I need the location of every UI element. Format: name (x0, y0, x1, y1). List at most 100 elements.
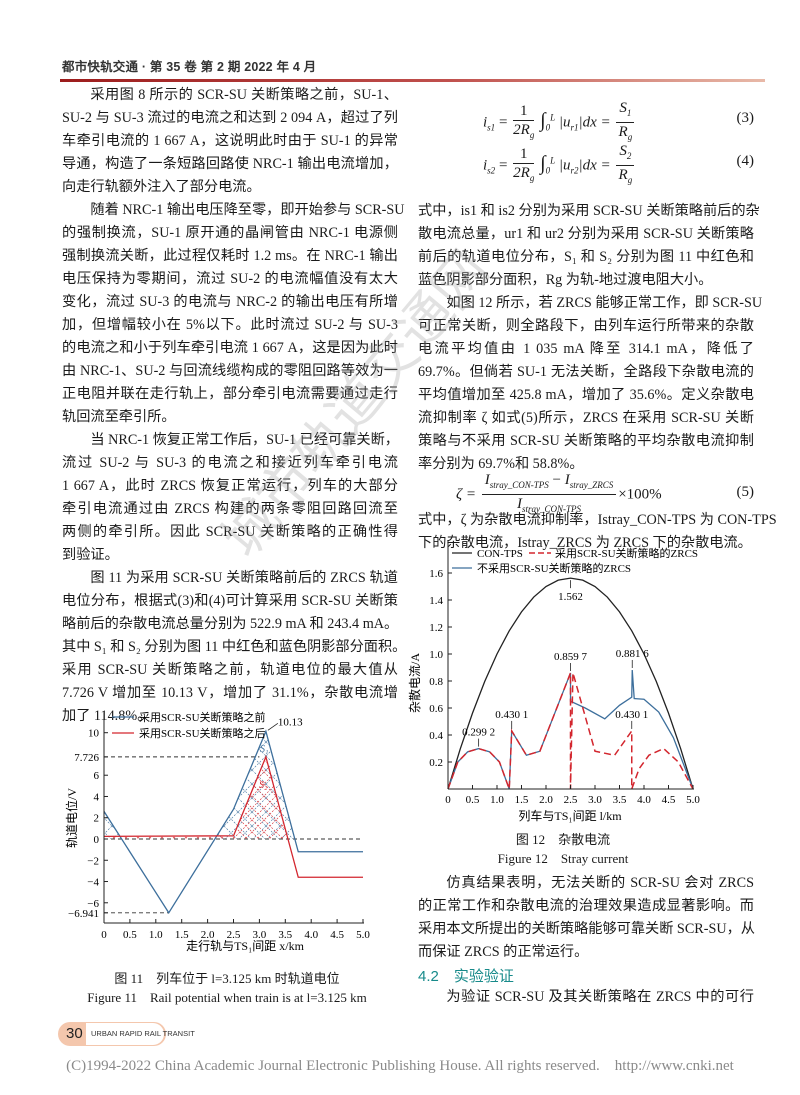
eq-term: I (564, 472, 570, 488)
text-line: 变化，流过 SU-3 的电流与 NRC-2 的输出电压有所增 (62, 294, 398, 310)
y-tick-label: 6 (94, 770, 100, 782)
eq-den: R (618, 124, 628, 140)
text-line: 流抑制率 ζ 如式(5)所示，ZRCS 在采用 SCR-SU 关断 (418, 410, 754, 426)
x-tick-label: 1.5 (515, 794, 529, 806)
eq-sub: g (529, 129, 535, 140)
figure-12-chart: 0 0.5 1.0 1.5 2.0 2.5 3.0 3.5 4.0 4.5 5.0 0.2 0.4 0.6… (407, 540, 700, 823)
annotation-arrow (267, 722, 279, 731)
annotation-label: 1.562 (558, 591, 583, 603)
equation-4: is2 = 1 2Rg ∫0L |ur2|dx = S2 Rg (4) (483, 143, 755, 185)
x-tick-label: 1.0 (490, 794, 504, 806)
x-tick-label: 4.0 (637, 794, 651, 806)
y-axis-label: 轨道电位/V (64, 788, 79, 848)
text-line: 电位分布，根据式(3)和(4)可计算采用 SCR-SU 关断策 (62, 593, 398, 609)
x-tick-label: 0 (101, 929, 107, 941)
right-paragraph-4: 仿真结果表明，无法关断的 SCR-SU 会对 ZRCS 的正常工作和杂散电流的治理… (418, 872, 755, 964)
x-tick-label: 2.5 (564, 794, 578, 806)
integral-sign: ∫ (540, 109, 546, 132)
text-line: 当 NRC-1 恢复正常工作后，SU-1 已经可靠关断， (90, 432, 399, 448)
copyright-notice: (C)1994-2022 China Academic Journal Elec… (66, 1058, 734, 1074)
series-line (103, 754, 363, 878)
x-tick-label: 2.5 (227, 929, 241, 941)
equation-number: (4) (736, 153, 755, 169)
figure-12-caption-en: Figure 12 Stray current (497, 851, 629, 866)
y-tick-label: 0.6 (429, 703, 443, 715)
x-tick-label: 1.0 (149, 929, 163, 941)
text-line: 的强制换流，SU-1 原开通的晶闸管由 NRC-1 电源侧 (62, 225, 398, 241)
text-line: 散电流总量，ur1 和 ur2 分别为采用 SCR-SU 关断策略 (418, 226, 754, 242)
text-line: 平均值增加至 425.8 mA，增加了 35.6%。定义杂散电 (418, 387, 754, 403)
eq-lhs: i (483, 114, 488, 131)
series-line (103, 729, 363, 914)
text-line: 采用 SCR-SU 关断策略之前，轨道电位的最大值从 (62, 662, 398, 678)
text-line: 向走行轨额外注入了部分电流。 (62, 179, 261, 195)
text-line: 69.7%。但倘若 SU-1 无法关断，全路段下杂散电流的 (418, 364, 754, 380)
eq-sub: g (627, 175, 633, 185)
y-tick-label: 1.0 (429, 649, 443, 661)
text-line: 导通，构造了一条短路回路使 NRC-1 输出电流增加， (62, 156, 398, 172)
text-line: 7.726 V 增加至 10.13 V，增加了 31.1%，杂散电流增 (62, 685, 398, 701)
eq-sub: stray_ZRCS (569, 480, 614, 490)
eq-upper-limit: L (550, 112, 556, 123)
y-tick-label: −6 (87, 898, 99, 910)
text-line: 蓝色阴影部分面积，Rg 为轨-地过渡电阻大小。 (418, 272, 713, 288)
text-line: 的电流之和小于列车牵引电流 1 667 A，这是因为此时 (62, 340, 398, 356)
eq-sub: s1 (487, 122, 496, 133)
text-line: 可正常关断，则全路段下，由列车运行所带来的杂散 (418, 318, 754, 334)
annotation-label: 0.430 1 (495, 709, 528, 721)
text-line: 策略与不采用 SCR-SU 关断策略的平均杂散电流抑制 (418, 433, 754, 449)
right-paragraph-1: 式中，is1 和 is2 分别为采用 SCR-SU 关断策略前后的杂 散电流总量，… (418, 200, 760, 292)
x-tick-label: 4.5 (330, 929, 344, 941)
right-paragraph-5: 为验证 SCR-SU 及其关断策略在 ZRCS 中的可行 (418, 986, 754, 1009)
y-tick-label: 0 (94, 834, 100, 846)
legend-label-after: 采用SCR-SU关断策略之后 (139, 726, 266, 740)
text-line: 图 11 为采用 SCR-SU 关断策略前后的 ZRCS 轨道 (90, 570, 398, 586)
eq-term: I (484, 472, 490, 488)
journal-name-en: URBAN RAPID RAIL TRANSIT (91, 1029, 195, 1038)
text-line: 流过 SU-2 与 SU-3 的电流之和接近列车牵引电流 (62, 455, 398, 471)
text-line: 略前后的杂散电流总量分别为 522.9 mA 和 243.4 mA。 (62, 616, 399, 632)
eq-sub: g (529, 172, 535, 183)
text-line: 仿真结果表明，无法关断的 SCR-SU 会对 ZRCS (446, 875, 754, 891)
y-tick-label: 0.8 (429, 676, 443, 688)
y-tick-label: 1.4 (429, 595, 443, 607)
x-tick-label: 4.5 (662, 794, 676, 806)
text-line: 1 667 A，此时 ZRCS 恢复正常运行，列车的大部分 (62, 478, 398, 494)
eq-term: I (516, 496, 522, 512)
legend-label-without-strategy: 不采用SCR-SU关断策略的ZRCS (477, 561, 631, 575)
y-tick-label: 1.2 (429, 622, 443, 634)
text-line: 由 NRC-1、SU-2 与回流线缆构成的零阻回路等效为一 (62, 363, 398, 379)
y-tick-label: −6.941 (68, 908, 99, 920)
figure-12-caption-cn: 图 12 杂散电流 (515, 832, 611, 847)
eq-sub: stray_CON-TPS (521, 504, 581, 514)
text-line: 采用本文所提出的关断策略能够可靠关断 SCR-SU，从 (418, 921, 755, 937)
integral-sign: ∫ (540, 152, 546, 175)
x-tick-label: 5.0 (686, 794, 700, 806)
y-tick-label: 4 (94, 791, 100, 803)
x-tick-label: 1.5 (175, 929, 189, 941)
x-tick-label: 3.0 (588, 794, 602, 806)
y-tick-label: 2 (94, 813, 100, 825)
eq-sub: stray_CON-TPS (489, 480, 549, 490)
legend-label-con-tps: CON-TPS (477, 548, 523, 560)
eq-tail: |dx = (578, 157, 611, 174)
eq-lhs: ζ = (456, 486, 476, 503)
y-tick-label: 7.726 (74, 752, 99, 764)
eq-integrand: |u (558, 114, 571, 131)
legend-label-before: 采用SCR-SU关断策略之前 (139, 710, 266, 724)
eq-minus: − (548, 472, 565, 488)
right-paragraph-3: 式中，ζ 为杂散电流抑制率，Istray_CON-TPS 为 CON-TPS 下的… (418, 509, 777, 555)
x-axis-label: 走行轨与TS₁间距 x/km (186, 939, 305, 953)
badge-inner (86, 1023, 164, 1045)
header-rule (60, 79, 765, 82)
x-tick-label: 3.5 (278, 929, 292, 941)
x-tick-label: 0.5 (466, 794, 480, 806)
eq-lower-limit: 0 (545, 165, 551, 176)
x-tick-label: 0.5 (123, 929, 137, 941)
y-tick-label: 1.6 (429, 568, 443, 580)
y-tick-label: 0.4 (429, 730, 443, 742)
eq-num: 1 (513, 103, 535, 121)
equation-5: ζ = Istray_CON-TPS − Istray_ZRCS Istray_C… (418, 472, 754, 516)
figure-11-chart: 0 0.5 1.0 1.5 2.0 2.5 3.0 3.5 4.0 4.5 5.0 10 7.726 6 4… (64, 710, 370, 953)
legend-label-with-strategy: 采用SCR-SU关断策略的ZRCS (555, 546, 698, 560)
